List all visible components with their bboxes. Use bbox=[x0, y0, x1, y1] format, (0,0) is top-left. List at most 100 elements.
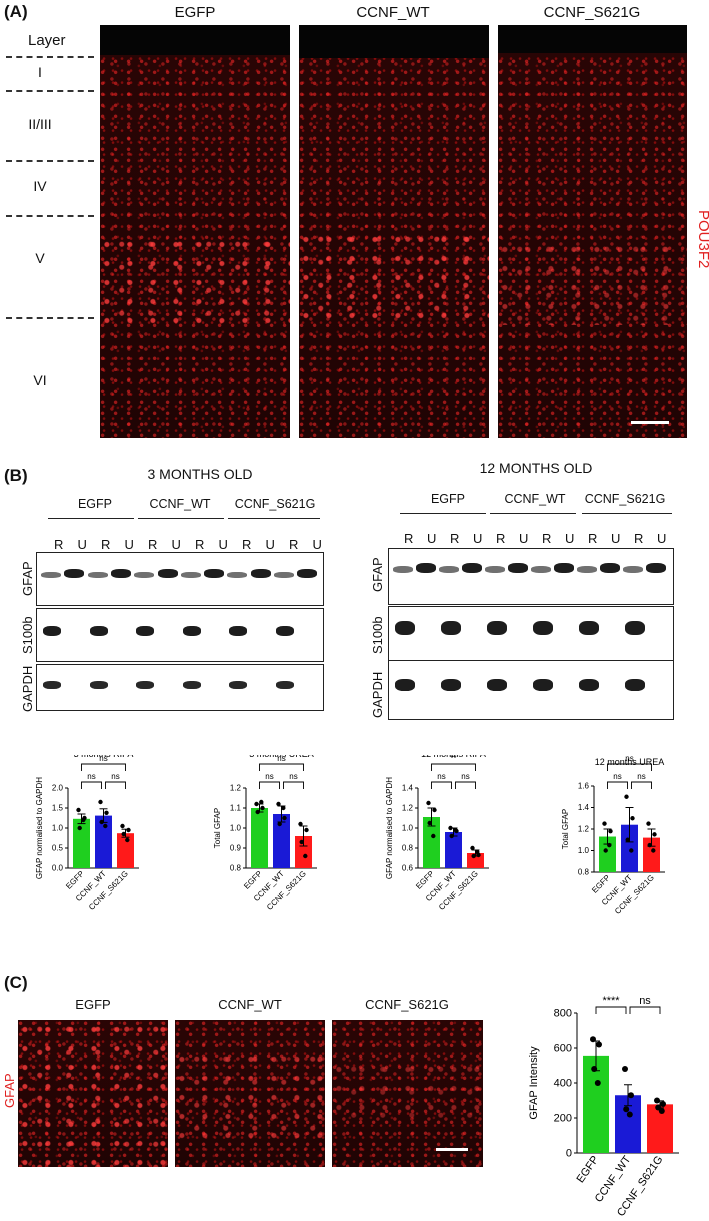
panel-c-label: (C) bbox=[4, 973, 28, 992]
bar bbox=[621, 824, 638, 872]
blot-band bbox=[297, 569, 318, 578]
y-tick-label: 1.0 bbox=[230, 824, 242, 833]
layer-label: V bbox=[35, 250, 45, 266]
blot-band bbox=[462, 563, 482, 573]
blot-band bbox=[441, 679, 461, 691]
layer-divider bbox=[6, 160, 94, 162]
significance-bracket bbox=[595, 1006, 627, 1014]
chart-title: 3 months UREA bbox=[249, 755, 314, 759]
lane-label: U bbox=[171, 537, 181, 552]
data-point bbox=[624, 794, 629, 799]
chart-3m-ripa: 3 months RIPA 0.0 0.5 1.0 1.5 2.0 GFAP normali… bbox=[35, 755, 139, 912]
group-label: CCNF_S621G bbox=[234, 497, 316, 511]
data-point bbox=[594, 1080, 601, 1086]
gfap-side-label: GFAP bbox=[2, 1073, 17, 1108]
data-point bbox=[470, 845, 475, 851]
blot-band bbox=[87, 572, 108, 578]
group-line bbox=[138, 518, 224, 519]
lane-label: R bbox=[54, 537, 64, 552]
panel-b-label: (B) bbox=[4, 466, 28, 485]
y-tick-label: 0.9 bbox=[230, 844, 242, 853]
lane-label: U bbox=[611, 531, 621, 546]
chart-title: 12 months RIPA bbox=[421, 755, 486, 759]
bar bbox=[273, 814, 290, 868]
data-point bbox=[590, 1036, 596, 1043]
blot-band bbox=[43, 681, 61, 689]
data-point bbox=[603, 848, 608, 853]
blot-gapdh-12m bbox=[388, 660, 674, 720]
significance-bracket bbox=[283, 781, 304, 789]
blot-s100b-12m bbox=[388, 606, 674, 666]
group-line bbox=[228, 518, 320, 519]
lane-label: R bbox=[101, 537, 111, 552]
bar bbox=[95, 815, 112, 868]
blot-band bbox=[395, 621, 415, 635]
significance-label: ns bbox=[265, 772, 273, 781]
blot-band bbox=[41, 572, 61, 578]
blot-band bbox=[416, 563, 436, 573]
layer-divider bbox=[6, 317, 94, 319]
blot-band bbox=[110, 569, 131, 578]
significance-bracket bbox=[455, 781, 476, 789]
bar bbox=[583, 1055, 609, 1153]
y-tick-label: 0.8 bbox=[578, 868, 590, 877]
blot-band bbox=[136, 681, 155, 689]
blot-band bbox=[531, 566, 551, 573]
blot-gapdh-3m bbox=[36, 664, 324, 711]
lane-label: R bbox=[195, 537, 205, 552]
y-tick-label: 1.1 bbox=[230, 804, 242, 813]
blot-band bbox=[182, 681, 201, 689]
y-tick-label: 1.2 bbox=[578, 825, 590, 834]
col-title-ccnf-s621g: CCNF_S621G bbox=[543, 4, 641, 21]
data-point bbox=[104, 810, 109, 815]
data-point bbox=[427, 820, 432, 826]
lane-label: U bbox=[218, 537, 228, 552]
bar bbox=[423, 817, 440, 868]
significance-bracket bbox=[431, 781, 452, 789]
blot-band bbox=[274, 572, 294, 578]
blot-band bbox=[43, 626, 61, 636]
blot-band bbox=[577, 566, 597, 573]
y-tick-label: 0 bbox=[566, 1148, 572, 1160]
data-point bbox=[298, 821, 303, 827]
data-point bbox=[646, 821, 651, 826]
scale-bar bbox=[631, 421, 669, 424]
lane-label: R bbox=[450, 531, 460, 546]
data-point bbox=[660, 1101, 666, 1107]
blot-band bbox=[180, 572, 201, 578]
blot-band bbox=[229, 626, 248, 636]
lane-label: U bbox=[427, 531, 437, 546]
blot-band bbox=[182, 626, 201, 636]
x-tick-label: CCNF_S621G bbox=[437, 869, 480, 912]
blot-band bbox=[600, 563, 620, 573]
significance-label: ns bbox=[99, 755, 107, 763]
y-tick-label: 1.4 bbox=[578, 803, 590, 812]
data-point bbox=[426, 800, 431, 806]
group-label: CCNF_WT bbox=[149, 497, 211, 511]
data-point bbox=[120, 823, 125, 829]
lane-label: R bbox=[404, 531, 414, 546]
y-tick-label: 400 bbox=[554, 1078, 572, 1090]
data-point bbox=[629, 848, 634, 853]
c-col-title: CCNF_S621G bbox=[365, 997, 449, 1012]
y-tick-label: 0.5 bbox=[52, 844, 64, 853]
layer-divider bbox=[6, 215, 94, 217]
blot-band bbox=[579, 679, 599, 691]
y-tick-label: 1.5 bbox=[52, 804, 64, 813]
data-point bbox=[652, 832, 657, 837]
y-tick-label: 1.0 bbox=[578, 846, 590, 855]
y-tick-label: 1.2 bbox=[402, 804, 414, 813]
chart-title: 3 months RIPA bbox=[74, 755, 134, 759]
data-point bbox=[623, 1106, 630, 1113]
data-point bbox=[76, 807, 81, 813]
data-point bbox=[471, 853, 476, 859]
group-label: CCNF_S621G bbox=[584, 492, 666, 506]
data-point bbox=[608, 828, 613, 834]
blot-gfap-3m bbox=[36, 552, 324, 606]
blot-band bbox=[89, 681, 108, 689]
data-point bbox=[303, 853, 308, 859]
blot-label-gfap-3m: GFAP bbox=[20, 561, 35, 596]
significance-bracket bbox=[259, 763, 304, 771]
